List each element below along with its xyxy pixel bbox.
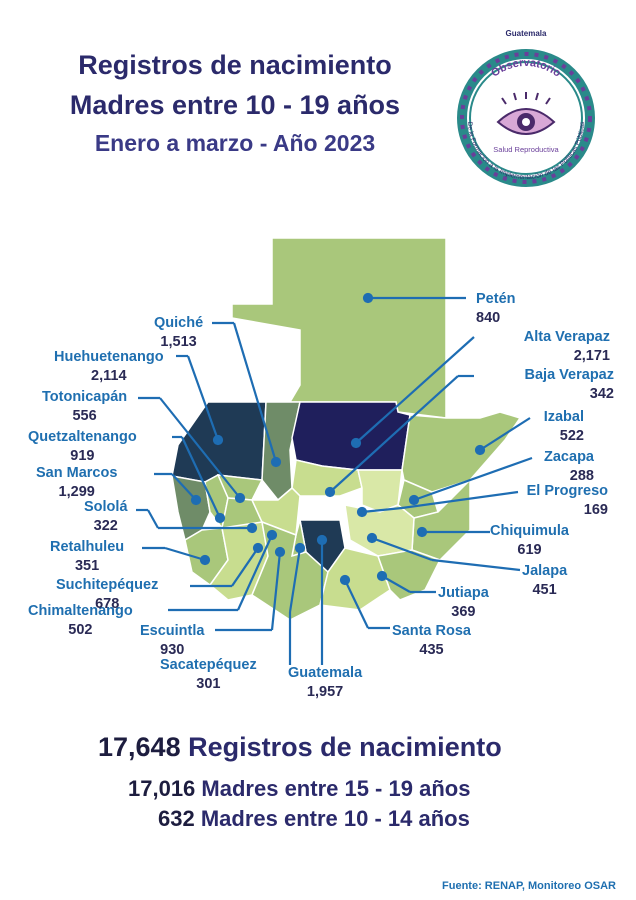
label-san-marcos: San Marcos 1,299 (36, 465, 118, 500)
label-el-progreso: El Progreso 169 (526, 483, 608, 518)
label-zacapa: Zacapa 288 (544, 449, 594, 484)
label-jalapa: Jalapa 451 (522, 563, 568, 598)
logo-name-line2: Salud Reproductiva (493, 145, 559, 154)
label-retalhuleu: Retalhuleu 351 (50, 539, 125, 574)
label-jutiapa: Jutiapa 369 (438, 585, 489, 620)
logo-country: Guatemala (506, 29, 547, 38)
label-sacatepequez: Sacatepéquez 301 (160, 657, 257, 692)
title-line-2: Madres entre 10 - 19 años (69, 90, 401, 120)
osar-logo: Guatemala Observatorio Salud Reproductiv… (454, 29, 598, 190)
label-solola: Sololá 322 (84, 499, 128, 534)
region-jutiapa (376, 549, 442, 601)
total-births: 17,648 Registros de nacimiento (98, 732, 502, 762)
label-santa-rosa: Santa Rosa 435 (392, 623, 471, 658)
total-age-10-14: 632 Madres entre 10 - 14 años (158, 806, 470, 831)
label-guatemala: Guatemala 1,957 (288, 665, 363, 700)
source-note: Fuente: RENAP, Monitoreo OSAR (442, 880, 616, 892)
region-jalapa (344, 504, 415, 557)
label-escuintla: Escuintla 930 (140, 623, 205, 658)
eye-icon (496, 92, 556, 135)
label-baja-verapaz: Baja Verapaz 342 (524, 367, 614, 402)
label-totonicapan: Totonicapán 556 (42, 389, 128, 424)
label-huehuetenango: Huehuetenango 2,114 (54, 349, 164, 384)
region-izabal (401, 411, 522, 493)
label-quiche: Quiché 1,513 (154, 315, 204, 350)
total-age-15-19: 17,016 Madres entre 15 - 19 años (128, 776, 471, 801)
subtitle: Enero a marzo - Año 2023 (94, 130, 376, 156)
label-chiquimula: Chiquimula 619 (490, 523, 569, 558)
label-suchitepequez: Suchitepéquez 678 (56, 577, 159, 612)
label-peten: Petén 840 (476, 291, 516, 326)
label-alta-verapaz: Alta Verapaz 2,171 (523, 329, 610, 364)
label-chimaltenango: Chimaltenango 502 (28, 603, 133, 638)
title-line-1: Registros de nacimiento (78, 50, 392, 80)
label-quetzaltenango: Quetzaltenango 919 (28, 429, 137, 464)
label-izabal: Izabal 522 (543, 409, 584, 444)
